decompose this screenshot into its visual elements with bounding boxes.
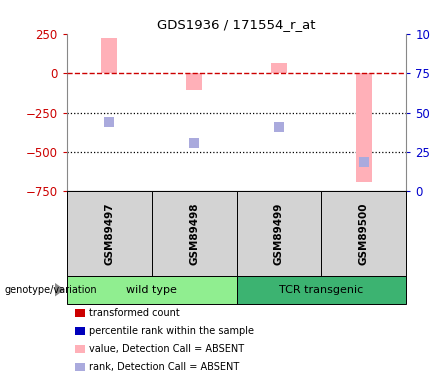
Bar	[271, 63, 287, 73]
Title: GDS1936 / 171554_r_at: GDS1936 / 171554_r_at	[157, 18, 316, 31]
Point	[190, 140, 197, 146]
Bar	[101, 39, 117, 73]
Point	[360, 159, 367, 165]
Text: genotype/variation: genotype/variation	[4, 285, 97, 295]
Text: percentile rank within the sample: percentile rank within the sample	[89, 326, 254, 336]
Text: transformed count: transformed count	[89, 308, 180, 318]
Text: TCR transgenic: TCR transgenic	[280, 285, 363, 295]
Point	[276, 124, 283, 130]
Text: wild type: wild type	[126, 285, 177, 295]
Text: GSM89500: GSM89500	[359, 202, 369, 265]
Text: GSM89497: GSM89497	[104, 202, 114, 265]
Text: rank, Detection Call = ABSENT: rank, Detection Call = ABSENT	[89, 362, 239, 372]
Text: value, Detection Call = ABSENT: value, Detection Call = ABSENT	[89, 344, 244, 354]
Point	[106, 119, 113, 125]
Text: GSM89499: GSM89499	[274, 202, 284, 265]
Text: GSM89498: GSM89498	[189, 202, 199, 265]
Bar	[186, 73, 202, 90]
Bar	[356, 73, 372, 182]
